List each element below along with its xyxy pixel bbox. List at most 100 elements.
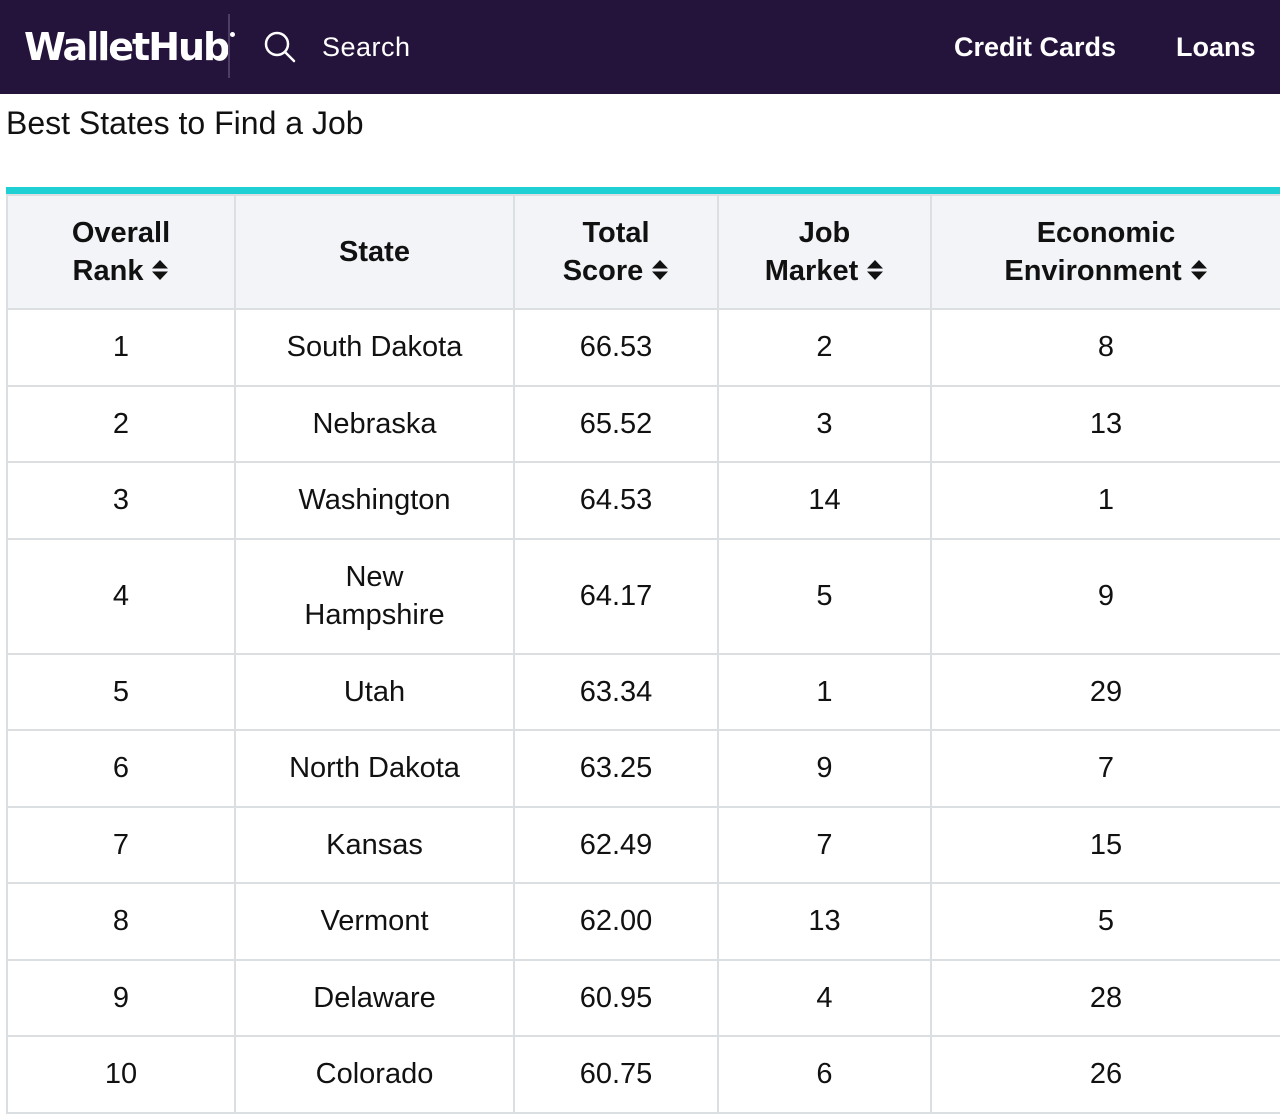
- cell-job-market: 2: [717, 308, 932, 387]
- cell-economic-environment: 29: [930, 652, 1280, 731]
- cell-rank: 4: [6, 537, 236, 655]
- cell-job-market: 3: [717, 384, 932, 463]
- cell-total-score: 60.75: [513, 1035, 719, 1114]
- sort-icon[interactable]: [651, 253, 669, 280]
- state-name-line: Delaware: [313, 981, 436, 1014]
- cell-state: North Dakota: [234, 729, 515, 808]
- state-name-line: Washington: [298, 484, 451, 517]
- state-name-line: North Dakota: [289, 752, 460, 785]
- table-row: 3 Washington 64.53 14 1: [6, 461, 1280, 540]
- search-label[interactable]: Search: [322, 31, 411, 62]
- cell-job-market: 14: [717, 461, 932, 540]
- cell-economic-environment: 15: [930, 805, 1280, 884]
- cell-job-market: 5: [717, 537, 932, 655]
- sort-icon[interactable]: [1190, 253, 1208, 280]
- header-label-line: Environment: [1004, 255, 1182, 287]
- cell-economic-environment: 9: [930, 537, 1280, 655]
- cell-state: Kansas: [234, 805, 515, 884]
- cell-rank: 8: [6, 882, 236, 961]
- table-row: 1 South Dakota 66.53 2 8: [6, 308, 1280, 387]
- cell-total-score: 65.52: [513, 384, 719, 463]
- cell-rank: 3: [6, 461, 236, 540]
- cell-state: Delaware: [234, 958, 515, 1037]
- sort-icon[interactable]: [151, 253, 169, 280]
- header-economic-environment[interactable]: Economic Environment: [930, 194, 1280, 310]
- nav-link-credit-cards[interactable]: Credit Cards: [954, 32, 1117, 62]
- state-name-line: South Dakota: [286, 331, 463, 364]
- top-navbar: WalletHub Search Credit Cards Loans: [0, 0, 1280, 94]
- state-name-line: Colorado: [315, 1058, 434, 1091]
- cell-total-score: 62.49: [513, 805, 719, 884]
- cell-state: Nebraska: [234, 384, 515, 463]
- cell-state: Vermont: [234, 882, 515, 961]
- cell-state: Washington: [234, 461, 515, 540]
- table-row: 2 Nebraska 65.52 3 13: [6, 384, 1280, 463]
- header-label-line: Job: [798, 217, 851, 249]
- rankings-table: Overall Rank State Total Score Job Marke…: [6, 194, 1280, 1114]
- cell-economic-environment: 1: [930, 461, 1280, 540]
- cell-economic-environment: 8: [930, 308, 1280, 387]
- cell-economic-environment: 26: [930, 1035, 1280, 1114]
- cell-rank: 9: [6, 958, 236, 1037]
- header-total-score[interactable]: Total Score: [513, 194, 719, 310]
- nav-link-loans[interactable]: Loans: [1176, 32, 1256, 62]
- header-label-line: Score: [562, 255, 644, 287]
- table-header-row: Overall Rank State Total Score Job Marke…: [6, 194, 1280, 310]
- state-name-line: Nebraska: [312, 407, 437, 440]
- cell-economic-environment: 5: [930, 882, 1280, 961]
- state-name-line: New: [345, 561, 404, 593]
- cell-rank: 6: [6, 729, 236, 808]
- cell-rank: 1: [6, 308, 236, 387]
- cell-economic-environment: 28: [930, 958, 1280, 1037]
- cell-economic-environment: 13: [930, 384, 1280, 463]
- cell-job-market: 1: [717, 652, 932, 731]
- search-icon[interactable]: [262, 29, 298, 65]
- cell-state: South Dakota: [234, 308, 515, 387]
- header-label-line: Economic: [1036, 217, 1176, 249]
- cell-rank: 2: [6, 384, 236, 463]
- header-label-line: Total: [582, 217, 650, 249]
- cell-total-score: 62.00: [513, 882, 719, 961]
- header-label-line: Market: [764, 255, 859, 287]
- table-body: 1 South Dakota 66.53 2 8 2 Nebraska 65.52 3 13 3 Wa…: [6, 308, 1280, 1114]
- cell-rank: 10: [6, 1035, 236, 1114]
- cell-total-score: 66.53: [513, 308, 719, 387]
- table-row: 6 North Dakota 63.25 9 7: [6, 729, 1280, 808]
- state-name-line: Utah: [343, 675, 406, 708]
- cell-job-market: 9: [717, 729, 932, 808]
- cell-state: Utah: [234, 652, 515, 731]
- cell-rank: 5: [6, 652, 236, 731]
- cell-total-score: 64.17: [513, 537, 719, 655]
- table-row: 10 Colorado 60.75 6 26: [6, 1035, 1280, 1114]
- wallethub-logo[interactable]: WalletHub: [24, 24, 236, 70]
- table-row: 7 Kansas 62.49 7 15: [6, 805, 1280, 884]
- cell-state: Colorado: [234, 1035, 515, 1114]
- table-row: 5 Utah 63.34 1 29: [6, 652, 1280, 731]
- header-label: State: [339, 236, 410, 268]
- search-box[interactable]: Search: [262, 26, 562, 68]
- rankings-table-container: Overall Rank State Total Score Job Marke…: [6, 187, 1280, 1114]
- cell-job-market: 4: [717, 958, 932, 1037]
- state-name-line: Vermont: [320, 905, 429, 938]
- cell-total-score: 63.25: [513, 729, 719, 808]
- cell-rank: 7: [6, 805, 236, 884]
- header-overall-rank[interactable]: Overall Rank: [6, 194, 236, 310]
- cell-economic-environment: 7: [930, 729, 1280, 808]
- header-state: State: [234, 194, 515, 310]
- cell-job-market: 7: [717, 805, 932, 884]
- cell-job-market: 13: [717, 882, 932, 961]
- page-title: Best States to Find a Job: [6, 105, 364, 141]
- header-label-line: Overall: [71, 217, 171, 249]
- cell-job-market: 6: [717, 1035, 932, 1114]
- cell-total-score: 63.34: [513, 652, 719, 731]
- state-name-line: Hampshire: [304, 599, 445, 631]
- logo-registered-mark: [230, 32, 236, 37]
- cell-total-score: 60.95: [513, 958, 719, 1037]
- table-row: 8 Vermont 62.00 13 5: [6, 882, 1280, 961]
- table-row: 9 Delaware 60.95 4 28: [6, 958, 1280, 1037]
- cell-total-score: 64.53: [513, 461, 719, 540]
- state-name-line: Kansas: [326, 828, 423, 861]
- sort-icon[interactable]: [866, 253, 884, 280]
- nav-divider: [228, 14, 230, 78]
- header-job-market[interactable]: Job Market: [717, 194, 932, 310]
